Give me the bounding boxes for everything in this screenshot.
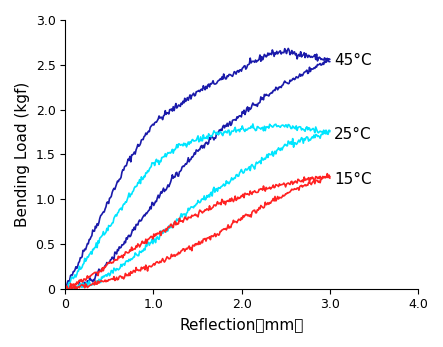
X-axis label: Reflection（mm）: Reflection（mm） bbox=[179, 317, 304, 332]
Text: 45°C: 45°C bbox=[334, 53, 372, 68]
Text: 15°C: 15°C bbox=[334, 172, 372, 187]
Y-axis label: Bending Load (kgf): Bending Load (kgf) bbox=[15, 82, 30, 227]
Text: 25°C: 25°C bbox=[334, 127, 372, 142]
